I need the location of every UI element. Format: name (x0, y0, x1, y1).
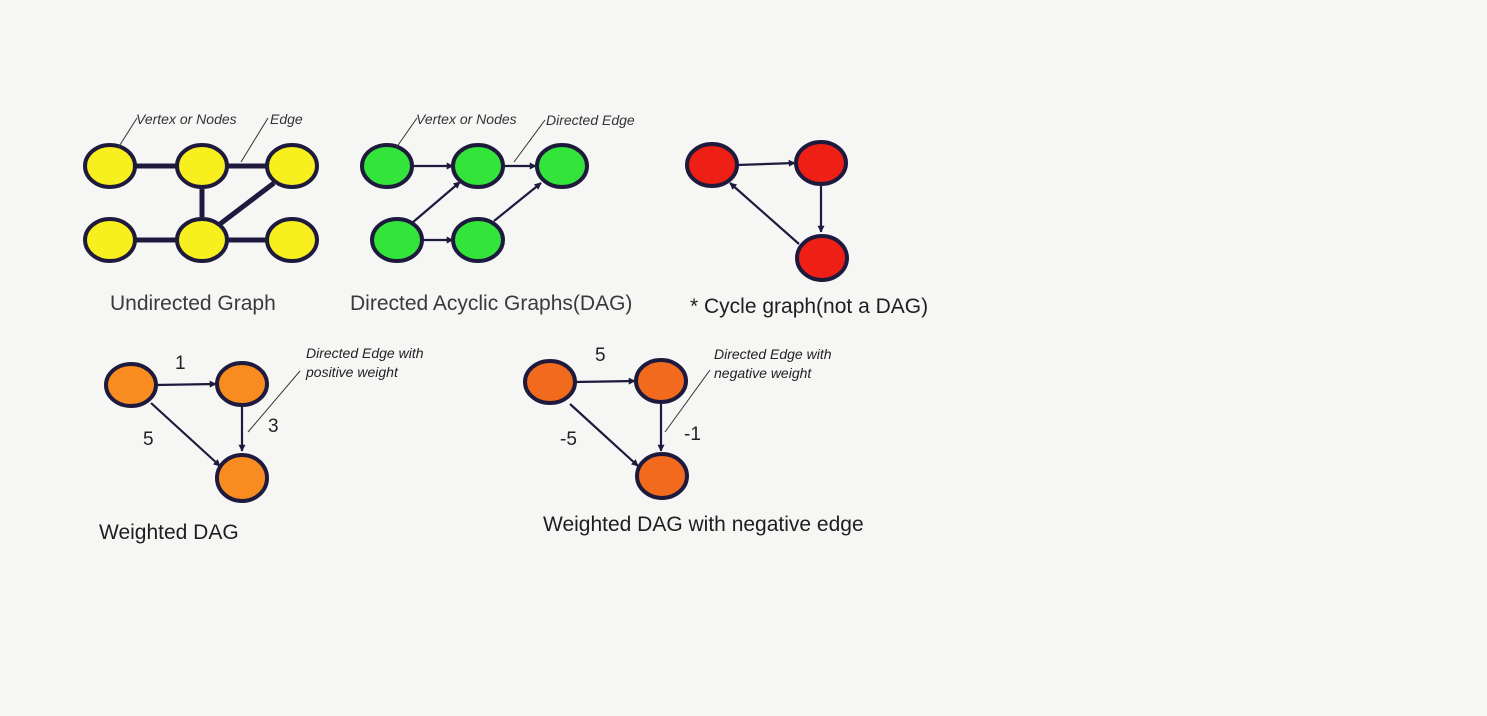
dag-nodes (360, 143, 589, 263)
vertex (634, 358, 688, 404)
weight-label: -5 (560, 429, 577, 450)
note-vertex: Vertex or Nodes (136, 111, 237, 127)
vertex (104, 362, 158, 408)
vertex (370, 217, 424, 263)
vertex (215, 361, 269, 407)
vertex (265, 217, 319, 263)
vertex (635, 452, 689, 500)
weighted-negative-edges (569, 377, 665, 467)
weight-label: 5 (595, 345, 606, 366)
vertex (83, 217, 137, 263)
note-line-1: Directed Edge with (306, 345, 424, 361)
leader-line (513, 119, 546, 163)
note-line-2: negative weight (714, 365, 812, 381)
leader-line (247, 370, 301, 433)
vertex (685, 142, 739, 188)
caption-weighted-negative: Weighted DAG with negative edge (543, 513, 864, 536)
directed-edge (150, 402, 221, 467)
vertex (360, 143, 414, 189)
vertex (523, 359, 577, 405)
edge (218, 181, 276, 226)
caption-dag: Directed Acyclic Graphs(DAG) (350, 292, 632, 315)
weight-label: 3 (268, 416, 279, 437)
vertex (451, 217, 505, 263)
vertex (175, 217, 229, 263)
weighted-dag: 1 3 5 Directed Edge with positive weight… (99, 345, 424, 544)
undirected-nodes (83, 143, 319, 263)
note-line-1: Directed Edge with (714, 346, 832, 362)
leader-line (395, 117, 418, 149)
weighted-nodes (104, 361, 269, 503)
cycle-graph: * Cycle graph(not a DAG) (685, 140, 928, 318)
vertex (265, 143, 319, 189)
weight-label: 1 (175, 353, 186, 374)
weight-label: -1 (684, 424, 701, 445)
caption-weighted: Weighted DAG (99, 521, 239, 544)
leader-line (240, 117, 269, 163)
vertex (794, 140, 848, 186)
directed-edge (574, 377, 636, 385)
caption-undirected: Undirected Graph (110, 292, 276, 315)
vertex (451, 143, 505, 189)
note-edge: Edge (270, 111, 303, 127)
weighted-dag-negative: 5 -1 -5 Directed Edge with negative weig… (523, 345, 864, 536)
weight-label: 5 (143, 429, 154, 450)
dag-graph: Vertex or Nodes Directed Edge Directed A… (350, 111, 635, 315)
directed-edge (155, 380, 217, 388)
note-vertex: Vertex or Nodes (416, 111, 517, 127)
caption-cycle: * Cycle graph(not a DAG) (690, 295, 928, 318)
directed-edge (736, 159, 796, 167)
dag-edges (411, 162, 542, 244)
vertex (175, 143, 229, 189)
undirected-graph: Vertex or Nodes Edge Undirected Graph (83, 111, 319, 315)
directed-edge (729, 182, 800, 245)
cycle-edges (729, 159, 825, 245)
directed-edge (569, 403, 639, 467)
vertex (215, 453, 269, 503)
weighted-negative-nodes (523, 358, 689, 500)
note-directed-edge: Directed Edge (546, 112, 635, 128)
cycle-nodes (685, 140, 849, 282)
directed-edge (411, 181, 461, 224)
vertex (535, 143, 589, 189)
vertex (83, 143, 137, 189)
note-line-2: positive weight (305, 364, 399, 380)
leader-line (664, 369, 711, 433)
vertex (795, 234, 849, 282)
weighted-edges (150, 380, 246, 467)
leader-line (117, 117, 138, 149)
directed-edge (493, 182, 542, 222)
undirected-edges (135, 163, 276, 243)
